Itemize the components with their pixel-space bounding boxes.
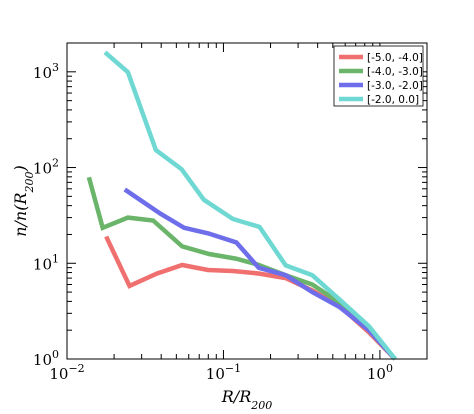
- series-line-1: [86, 176, 397, 361]
- series-line-2: [123, 187, 397, 361]
- y-tick-label: 101: [33, 252, 59, 273]
- series-layer: [86, 50, 397, 361]
- tick-label-layer: 10−2 10−1 100 100 101 102 103: [33, 61, 393, 383]
- x-axis-label: R/R200: [221, 387, 272, 412]
- x-tick-label: 10−1: [206, 362, 241, 383]
- x-tick-label: 10−2: [49, 362, 84, 383]
- legend-label-2: [-3.0, -2.0]: [367, 80, 423, 92]
- plot-frame: [66, 42, 428, 360]
- y-tick-label: 102: [33, 157, 59, 178]
- legend-label-3: [-2.0, 0.0]: [367, 94, 419, 106]
- y-tick-label: 100: [33, 348, 59, 369]
- legend-label-0: [-5.0, -4.0]: [367, 52, 423, 64]
- legend: [-5.0, -4.0] [-4.0, -3.0] [-3.0, -2.0] [-2.…: [333, 45, 424, 107]
- x-tick-label: 100: [367, 362, 393, 383]
- series-line-3: [103, 50, 397, 361]
- y-axis-label: n/n(R200): [11, 165, 36, 237]
- y-tick-label: 103: [33, 61, 59, 82]
- legend-label-1: [-4.0, -3.0]: [367, 66, 423, 78]
